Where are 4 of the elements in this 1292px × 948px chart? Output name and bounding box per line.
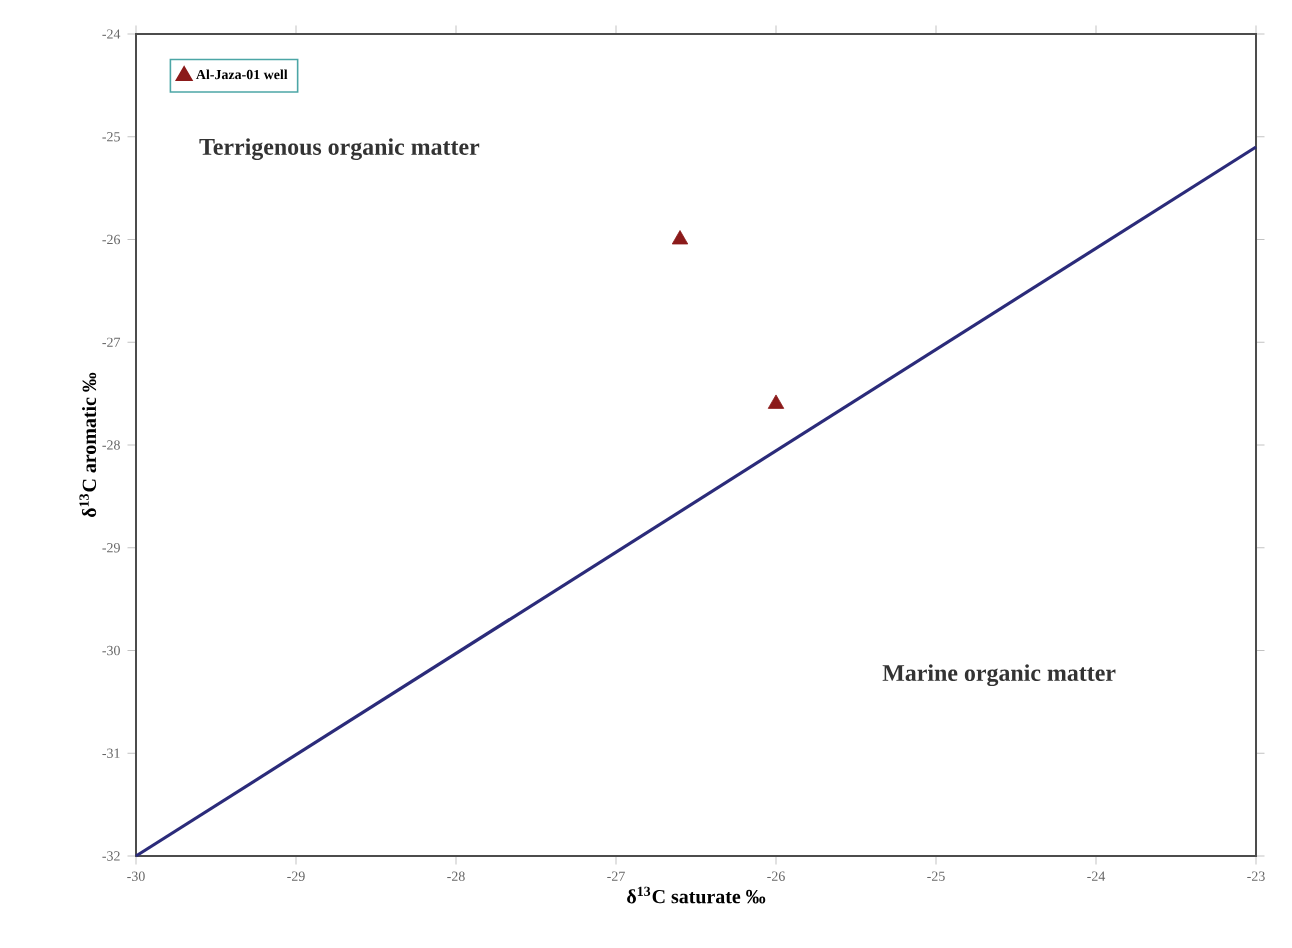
x-axis-title: δ$^{13}$C saturate ‰ xyxy=(627,886,766,904)
annotation: Marine organic matter xyxy=(882,664,1116,687)
annotation: Terrigenous organic matter xyxy=(199,138,480,161)
y-axis-title: δ$^{13}$C aromatic ‰ xyxy=(79,372,97,518)
